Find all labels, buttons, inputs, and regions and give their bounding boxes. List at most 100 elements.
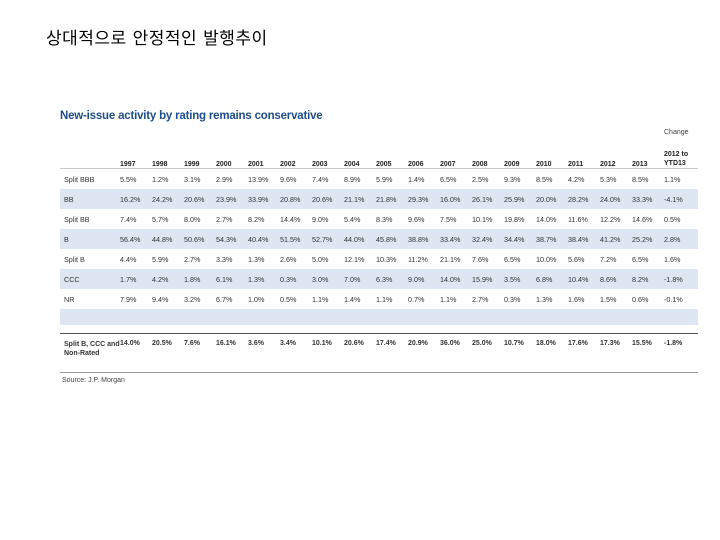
table-cell: 45.8% <box>376 229 408 249</box>
table-cell: 21.1% <box>344 189 376 209</box>
table-cell: 10.3% <box>376 254 397 264</box>
blank-cell <box>60 309 698 325</box>
year-header: 1997 <box>120 150 152 169</box>
table-cell: 10.0% <box>536 254 557 264</box>
table-cell: 3.2% <box>184 294 201 304</box>
table-cell: 3.3% <box>216 254 233 264</box>
table-cell: 7.4% <box>120 214 137 224</box>
change-cell: 1.1% <box>664 174 681 184</box>
table-cell: 8.3% <box>376 214 393 224</box>
table-cell: 12.1% <box>344 254 365 264</box>
table-cell: 9.0% <box>312 214 329 224</box>
table-cell: 56.4% <box>120 229 152 249</box>
table-cell: 20.6% <box>184 189 216 209</box>
total-row: Split B, CCC and Non-Rated 14.0% 20.5% 7.6%… <box>60 333 698 373</box>
table-row: BB 16.2% 24.2% 20.6% 23.9% 33.9% 20.8% 20.6% 21.… <box>60 189 698 209</box>
table-cell: 54.3% <box>216 229 248 249</box>
table-cell: 7.2% <box>600 254 617 264</box>
table-cell: 7.6% <box>472 254 489 264</box>
table-cell: 25.9% <box>504 189 536 209</box>
table-cell: 7.4% <box>312 174 329 184</box>
year-header: 2002 <box>280 150 312 169</box>
table-cell: 52.7% <box>312 229 344 249</box>
table-cell: 6.8% <box>536 269 568 289</box>
year-header: 2004 <box>344 150 376 169</box>
row-label: Split BB <box>64 214 90 224</box>
table-cell: 3.0% <box>312 269 344 289</box>
table-cell: 14.0% <box>440 269 472 289</box>
change-cell: -4.1% <box>664 189 698 209</box>
row-label: Split B <box>64 254 85 264</box>
table-cell: 32.4% <box>472 229 504 249</box>
table-cell: 2.7% <box>184 254 201 264</box>
divider-row <box>60 325 698 334</box>
total-change-cell: -1.8% <box>664 333 698 373</box>
table-cell: 12.2% <box>600 214 621 224</box>
total-cell: 15.5% <box>632 333 664 373</box>
divider-cell <box>60 325 698 334</box>
table-cell: 1.8% <box>184 269 216 289</box>
change-cell: -1.8% <box>664 269 698 289</box>
new-issue-rating-table: Change 1997 1998 1999 2000 2001 2002 2003 2004 20… <box>60 126 698 373</box>
total-cell: 20.5% <box>152 333 184 373</box>
total-cell: 3.4% <box>280 333 312 373</box>
blank-shaded-row <box>60 309 698 325</box>
table-cell: 2.9% <box>216 174 233 184</box>
source-note: Source: J.P. Morgan <box>62 377 125 384</box>
table-cell: 44.8% <box>152 229 184 249</box>
table-cell: 1.3% <box>248 254 265 264</box>
table-cell: 8.5% <box>536 174 553 184</box>
change-cell: 0.5% <box>664 214 681 224</box>
table-cell: 5.7% <box>152 214 169 224</box>
figure-title: New-issue activity by rating remains con… <box>60 110 323 122</box>
table-cell: 1.7% <box>120 269 152 289</box>
table-cell: 1.4% <box>408 174 425 184</box>
table-cell: 11.2% <box>408 254 428 264</box>
table-row: Split BB 7.4% 5.7% 8.0% 2.7% 8.2% 14.4% 9.0% 5.4… <box>60 209 698 229</box>
table-cell: 2.7% <box>216 214 233 224</box>
table-cell: 0.3% <box>504 294 521 304</box>
year-header: 2012 <box>600 150 632 169</box>
table-cell: 1.1% <box>440 294 457 304</box>
table-cell: 1.1% <box>312 294 329 304</box>
table-cell: 26.1% <box>472 189 504 209</box>
table-cell: 0.5% <box>280 294 297 304</box>
total-cell: 3.6% <box>248 333 280 373</box>
year-header: 2010 <box>536 150 568 169</box>
header-spacer-row <box>60 138 698 150</box>
table-cell: 21.8% <box>376 189 408 209</box>
table-cell: 1.0% <box>248 294 265 304</box>
year-header: 2005 <box>376 150 408 169</box>
table-cell: 3.5% <box>504 269 536 289</box>
table-cell: 20.0% <box>536 189 568 209</box>
table-cell: 1.4% <box>344 294 361 304</box>
table-cell: 19.8% <box>504 214 525 224</box>
table-cell: 24.2% <box>152 189 184 209</box>
table-cell: 10.1% <box>472 214 493 224</box>
total-cell: 20.9% <box>408 333 440 373</box>
table-cell: 9.6% <box>408 214 425 224</box>
total-cell: 7.6% <box>184 333 216 373</box>
table-cell: 6.3% <box>376 269 408 289</box>
table-cell: 1.3% <box>248 269 280 289</box>
table-cell: 40.4% <box>248 229 280 249</box>
table-cell: 13.9% <box>248 174 269 184</box>
total-label: Split B, CCC and Non-Rated <box>60 333 120 373</box>
table-cell: 2.6% <box>280 254 297 264</box>
table-cell: 0.7% <box>408 294 425 304</box>
year-header: 2007 <box>440 150 472 169</box>
table-cell: 6.5% <box>632 254 649 264</box>
change-period-header: 2012 to YTD13 <box>664 150 698 169</box>
total-cell: 36.0% <box>440 333 472 373</box>
year-header: 1999 <box>184 150 216 169</box>
total-cell: 17.3% <box>600 333 632 373</box>
table-cell: 9.6% <box>280 174 297 184</box>
table-row: NR 7.9% 9.4% 3.2% 6.7% 1.0% 0.5% 1.1% 1.4% 1.1% 0.… <box>60 289 698 309</box>
year-header: 2008 <box>472 150 504 169</box>
table-cell: 29.3% <box>408 189 440 209</box>
year-header: 2009 <box>504 150 536 169</box>
total-cell: 14.0% <box>120 333 152 373</box>
table-row: B 56.4% 44.8% 50.6% 54.3% 40.4% 51.5% 52.7% 44.0… <box>60 229 698 249</box>
year-header: 2003 <box>312 150 344 169</box>
table-cell: 8.2% <box>248 214 265 224</box>
